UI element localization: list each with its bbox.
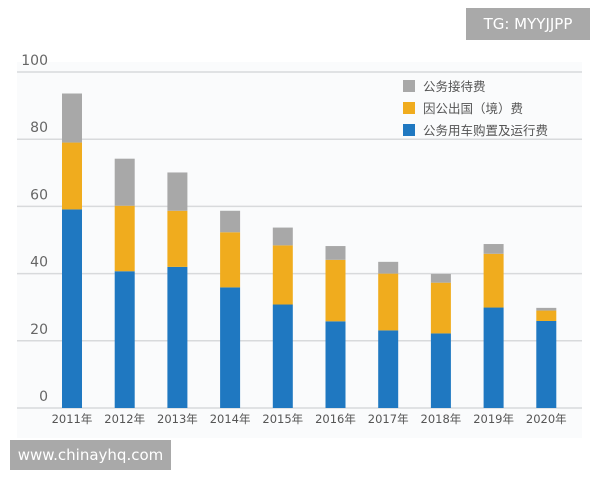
x-tick-label: 2014年: [210, 412, 251, 426]
x-tick-label: 2016年: [315, 412, 356, 426]
bar-segment: [167, 172, 188, 211]
bar-segment: [114, 205, 135, 272]
watermark-top: TG: MYYJJPP: [466, 8, 590, 40]
x-tick-label: 2013年: [157, 412, 198, 426]
watermark-bottom: www.chinayhq.com: [10, 440, 171, 470]
legend-item-overseas: 因公出国（境）费: [403, 98, 523, 117]
bar-segment: [272, 227, 293, 246]
legend-swatch: [403, 123, 415, 136]
bar-segment: [62, 93, 82, 143]
bar-segment: [62, 142, 82, 210]
x-tick-label: 2015年: [262, 412, 303, 426]
y-tick-label: 100: [21, 53, 48, 69]
legend-label: 公务接待费: [423, 79, 486, 94]
bar-segment: [378, 330, 399, 408]
bar-segment: [167, 210, 188, 267]
bar-segment: [272, 245, 293, 305]
x-tick-label: 2020年: [526, 412, 567, 426]
bar-segment: [114, 158, 135, 206]
x-tick-label: 2017年: [368, 412, 409, 426]
bar-segment: [483, 253, 504, 308]
y-tick-label: 40: [30, 255, 48, 271]
x-tick-label: 2011年: [52, 412, 93, 426]
legend-item-reception: 公务接待费: [403, 76, 486, 95]
bar-segment: [114, 271, 135, 408]
bar-segment: [325, 246, 346, 260]
bar-segment: [483, 307, 504, 408]
x-tick-label: 2012年: [104, 412, 145, 426]
bar-segment: [220, 210, 241, 233]
legend-swatch: [403, 101, 415, 114]
bar-segment: [325, 259, 346, 322]
y-tick-label: 60: [30, 187, 48, 203]
legend-label: 公务用车购置及运行费: [423, 123, 549, 138]
y-tick-label: 80: [30, 120, 48, 136]
bar-segment: [378, 273, 399, 331]
bar-segment: [220, 232, 241, 288]
bar-segment: [430, 282, 451, 334]
bar-segment: [430, 333, 451, 408]
bar-segment: [378, 261, 399, 274]
bar-segment: [430, 273, 451, 283]
bar-segment: [62, 209, 82, 408]
legend-item-vehicles: 公务用车购置及运行费: [403, 120, 548, 139]
legend-swatch: [403, 79, 415, 92]
bar-segment: [536, 307, 557, 311]
x-tick-label: 2018年: [421, 412, 462, 426]
bar-segment: [167, 266, 188, 408]
bar-segment: [483, 244, 504, 254]
legend-label: 因公出国（境）费: [423, 101, 524, 116]
y-tick-label: 0: [39, 389, 48, 405]
bar-segment: [325, 321, 346, 408]
x-tick-label: 2019年: [473, 412, 514, 426]
bar-segment: [220, 287, 241, 408]
bar-segment: [272, 304, 293, 408]
bar-segment: [536, 320, 557, 408]
y-tick-label: 20: [30, 322, 48, 338]
bar-segment: [536, 310, 557, 321]
